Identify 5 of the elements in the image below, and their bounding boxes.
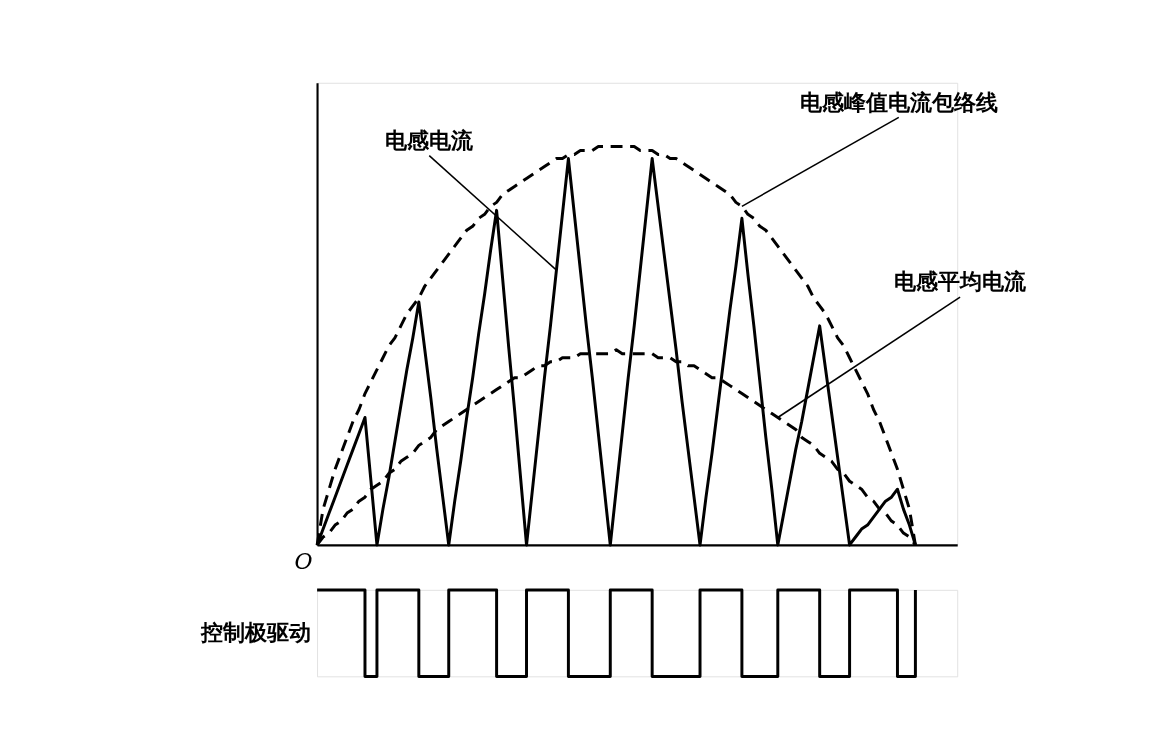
text: 电感电流 [385,128,475,153]
text: O [294,548,313,574]
text: 电感平均电流 [894,269,1028,295]
y-axis-title: 控制极驱动 [199,620,311,646]
text: 电感峰值电流包络线 [799,89,998,115]
